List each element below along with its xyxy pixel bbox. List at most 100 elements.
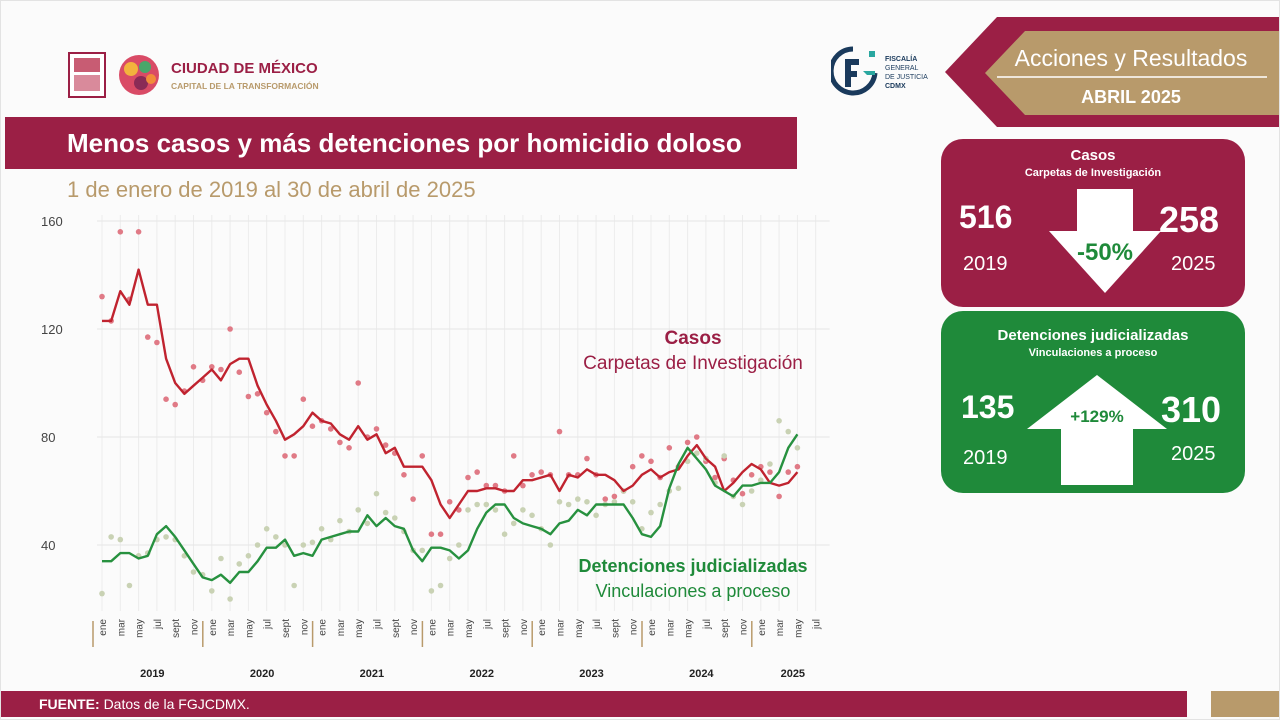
x-tick-text: mar [226, 618, 237, 636]
casos-point [282, 453, 288, 459]
x-tick-label: nov [519, 619, 530, 635]
x-tick-label: may [684, 619, 695, 638]
x-tick-text: sept [391, 619, 402, 638]
casos-point [776, 493, 782, 500]
ribbon-title: Acciones y Resultados [1014, 45, 1248, 71]
x-tick-text: may [574, 619, 585, 638]
detenciones-change: +129% [1070, 407, 1124, 426]
detenciones-point [748, 488, 755, 494]
x-tick-text: sept [281, 619, 292, 638]
detenciones-point [236, 561, 243, 567]
detenciones-point [273, 534, 279, 540]
x-tick-label: mar [775, 618, 786, 636]
x-tick-text: may [354, 619, 365, 638]
casos-point [117, 229, 124, 235]
detenciones-point [794, 445, 801, 451]
casos-point [346, 445, 352, 451]
casos-point [401, 472, 407, 478]
detenciones-point [675, 485, 682, 492]
casos-point [474, 469, 480, 475]
detenciones-point [611, 499, 618, 505]
detenciones-point [218, 555, 224, 562]
detenciones-point [245, 553, 252, 559]
x-tick-text: may [684, 619, 695, 638]
detenciones-point [510, 520, 517, 527]
casos-point [154, 339, 160, 346]
year-label: 2025 [781, 668, 805, 680]
casos-point [629, 463, 636, 470]
detenciones-point [437, 582, 444, 589]
casos-point [373, 426, 380, 432]
x-tick-label: may [135, 619, 146, 638]
x-tick-text: jul [812, 619, 823, 630]
casos-point [584, 455, 590, 462]
detenciones-trend-line [102, 433, 799, 584]
x-tick-text: mar [556, 618, 567, 636]
detenciones-annotation-title: Detenciones judicializadas [578, 556, 807, 576]
x-tick-label: sept [281, 619, 292, 638]
casos-point [465, 474, 471, 481]
x-axis: ene mar may jul sept nov ene mar may jul sept nov en… [98, 618, 823, 638]
fgj-line4: CDMX [885, 83, 906, 90]
x-tick-text: mar [665, 618, 676, 636]
x-tick-label: may [464, 619, 475, 638]
detenciones-point [428, 588, 435, 594]
casos-point [227, 326, 233, 332]
casos-point [556, 428, 563, 435]
detenciones-point [99, 590, 105, 597]
detenciones-point [657, 501, 663, 508]
x-tick-label: may [793, 619, 804, 638]
x-tick-label: jul [373, 619, 384, 630]
cdmx-tagline: CAPITAL DE LA TRANSFORMACIÓN [171, 80, 319, 91]
detenciones-point [584, 499, 590, 505]
chart-annotations: Casos Carpetas de Investigación Detencione… [578, 328, 807, 601]
detenciones-value-2025: 310 [1161, 389, 1222, 430]
casos-point [273, 428, 279, 435]
detenciones-point [263, 526, 270, 532]
x-tick-text: ene [757, 619, 768, 636]
detenciones-point [520, 507, 526, 513]
detenciones-point [529, 512, 535, 519]
detenciones-point [291, 582, 297, 589]
page-title: Menos casos y más detenciones por homici… [67, 127, 742, 158]
casos-point [492, 482, 499, 489]
x-tick-text: jul [592, 619, 603, 630]
x-tick-text: nov [299, 619, 310, 635]
year-label: 2023 [579, 668, 603, 680]
casos-point [135, 229, 142, 235]
detenciones-point [465, 507, 471, 513]
casos-card-title: Casos [1070, 147, 1116, 164]
casos-point [291, 453, 297, 459]
casos-point [648, 458, 654, 465]
x-tick-label: may [244, 619, 255, 638]
detenciones-point [785, 428, 792, 435]
down-arrow-icon [1049, 189, 1161, 293]
casos-point [693, 434, 700, 440]
x-tick-text: nov [629, 619, 640, 635]
y-tick-label: 120 [41, 322, 63, 337]
casos-point [428, 531, 435, 537]
chart-grid [97, 215, 830, 611]
detenciones-point [337, 517, 343, 524]
casos-point [355, 380, 362, 386]
x-tick-text: ene [318, 619, 329, 636]
detenciones-point [556, 499, 563, 505]
x-tick-text: may [464, 619, 475, 638]
casos-point [529, 472, 535, 478]
footer-accent [1211, 691, 1279, 717]
casos-point [419, 453, 426, 459]
detenciones-point [648, 509, 654, 516]
x-tick-text: nov [409, 619, 420, 635]
casos-point [794, 463, 801, 470]
x-tick-text: sept [610, 619, 621, 638]
x-tick-label: nov [190, 619, 201, 635]
detenciones-annotation-subtitle: Vinculaciones a proceso [596, 581, 791, 601]
header-ribbon [945, 17, 1279, 127]
casos-change: -50% [1076, 239, 1134, 266]
chart-lines [102, 268, 799, 584]
x-tick-text: jul [702, 619, 713, 630]
footer-text: Datos de la FGJCDMX. [103, 696, 250, 712]
x-tick-text: jul [263, 619, 274, 630]
casos-point [263, 409, 270, 416]
